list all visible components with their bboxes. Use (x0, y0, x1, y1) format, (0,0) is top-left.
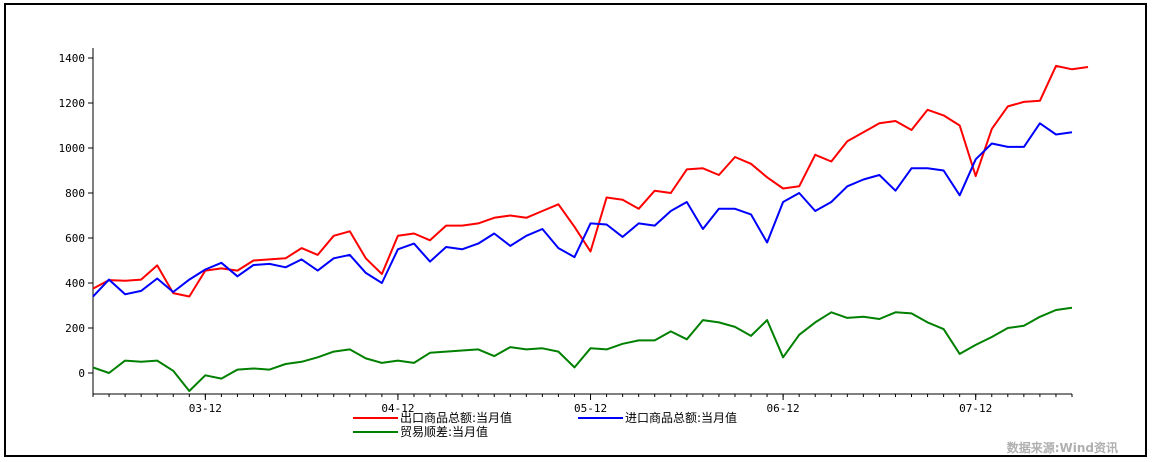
y-tick-label: 400 (65, 277, 85, 290)
outer-border (4, 3, 1147, 457)
y-tick-label: 1200 (59, 97, 86, 110)
x-tick-label: 04-12 (381, 402, 414, 415)
legend-label-3: 贸易顺差:当月值 (400, 424, 488, 439)
x-tick-label: 07-12 (959, 402, 992, 415)
axes: 0 200 400 600 800 1000 1200 1400 03-12 04-12 05-12… (59, 48, 1073, 415)
series-line-3 (92, 306, 1073, 392)
x-tick-label: 06-12 (767, 402, 800, 415)
y-tick-label: 1400 (59, 52, 86, 65)
x-tick-label: 03-12 (189, 402, 222, 415)
y-tick-label: 600 (65, 232, 85, 245)
y-tick-label: 800 (65, 187, 85, 200)
legend-label-2: 进口商品总额:当月值 (625, 410, 737, 425)
series-line-1 (92, 64, 1089, 298)
source-label: 数据来源:Wind资讯 (1007, 440, 1118, 455)
series-line-2 (92, 122, 1073, 298)
y-tick-label: 1000 (59, 142, 86, 155)
series-group (92, 64, 1089, 392)
y-tick-label: 0 (78, 367, 85, 380)
legend-label-1: 出口商品总额:当月值 (400, 410, 512, 425)
x-tick-label: 05-12 (574, 402, 607, 415)
y-tick-label: 200 (65, 322, 85, 335)
